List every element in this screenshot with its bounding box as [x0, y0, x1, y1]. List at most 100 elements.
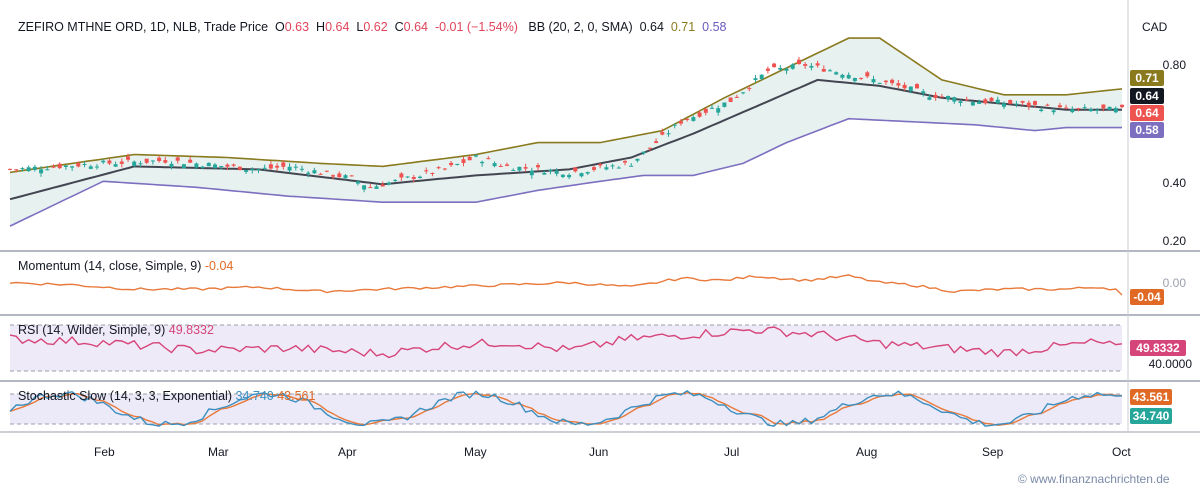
candle-body: [312, 170, 317, 174]
x-label-may: May: [464, 445, 487, 459]
candle-body: [175, 157, 180, 161]
candle-body: [616, 167, 621, 169]
candle-body: [573, 167, 578, 172]
candle-body: [436, 167, 441, 169]
candle-body: [430, 173, 435, 174]
candle-body: [113, 164, 118, 167]
candle-body: [39, 169, 44, 174]
candle-body: [256, 169, 261, 171]
x-label-sep: Sep: [982, 445, 1004, 459]
candle-body: [169, 163, 174, 167]
candle-body: [660, 131, 665, 135]
candle-body: [1002, 103, 1006, 107]
rsi-axis-label: 40.0000: [1148, 357, 1192, 371]
candle-body: [1082, 107, 1087, 109]
candle-body: [1020, 101, 1025, 103]
candle-body: [710, 107, 714, 109]
change-value: -0.01 (−1.54%): [434, 20, 518, 34]
candle-body: [983, 99, 988, 104]
candle-body: [554, 170, 559, 174]
stoch-d-value: 43.561: [277, 389, 316, 403]
x-label-mar: Mar: [208, 445, 229, 459]
candle-body: [1051, 110, 1056, 113]
momentum-legend: Momentum (14, close, Simple, 9) -0.04: [18, 259, 233, 273]
candle-body: [355, 181, 360, 184]
candle-body: [231, 164, 236, 166]
candle-body: [324, 170, 329, 172]
candle-body: [275, 165, 280, 168]
rsi-value: 49.8332: [168, 323, 214, 337]
candle-body: [797, 59, 801, 64]
candle-body: [1014, 103, 1019, 105]
candle-body: [442, 168, 447, 170]
bb-upper-value: 0.71: [670, 20, 696, 34]
candle-body: [877, 82, 882, 84]
y-tick-080: 0.80: [1162, 58, 1186, 72]
candle-body: [697, 112, 702, 117]
candle-body: [343, 175, 348, 179]
bb-lower-tag: 0.58: [1130, 122, 1164, 138]
candle-body: [890, 79, 895, 84]
candle-body: [107, 160, 112, 164]
candle-body: [1008, 100, 1013, 104]
stoch-k-tag: 34.740: [1130, 408, 1172, 424]
candle-body: [380, 184, 385, 187]
candle-body: [902, 84, 907, 89]
bb-upper-tag: 0.71: [1130, 70, 1164, 86]
candle-body: [45, 169, 50, 171]
stoch-legend: Stochastic Slow (14, 3, 3, Exponential) …: [18, 389, 315, 403]
candle-body: [604, 167, 609, 170]
bollinger-upper-line: [9, 37, 1123, 174]
candle-body: [88, 166, 93, 169]
candle-body: [654, 141, 659, 143]
x-label-apr: Apr: [338, 445, 357, 459]
momentum-tag: -0.04: [1130, 289, 1164, 305]
candle-body: [598, 164, 603, 166]
candle-body: [349, 175, 354, 177]
candle-body: [206, 162, 211, 167]
rsi-legend: RSI (14, Wilder, Simple, 9) 49.8332: [18, 323, 214, 337]
candle-body: [1120, 104, 1124, 108]
candle-body: [138, 163, 143, 165]
candle-body: [821, 69, 826, 72]
candle-body: [703, 108, 708, 113]
candle-body: [883, 80, 888, 83]
candle-body: [132, 161, 137, 166]
candle-body: [26, 167, 31, 172]
high-value: 0.64: [325, 20, 350, 34]
stoch-k-line: [9, 389, 1123, 427]
candle-body: [188, 159, 193, 163]
price-tag-black: 0.64: [1130, 88, 1164, 104]
stoch-d-tag: 43.561: [1130, 389, 1172, 405]
candle-body: [449, 162, 454, 166]
candle-body: [1057, 105, 1062, 108]
bb-label: BB (20, 2, 0, SMA): [528, 20, 633, 34]
open-label: O: [275, 20, 285, 34]
candle-body: [834, 72, 839, 75]
candle-body: [685, 118, 690, 120]
candle-body: [244, 170, 249, 172]
candle-body: [157, 157, 162, 161]
candle-body: [523, 167, 528, 169]
candle-body: [753, 78, 758, 80]
candle-body: [1033, 101, 1037, 105]
candle-body: [828, 70, 832, 72]
candle-body: [1076, 108, 1081, 110]
candle-body: [716, 108, 721, 113]
candle-body: [213, 164, 217, 169]
candle-body: [181, 164, 186, 169]
candle-body: [567, 175, 572, 178]
candle-body: [548, 169, 553, 171]
candle-body: [424, 170, 429, 172]
close-value: 0.64: [403, 20, 428, 34]
candle-body: [560, 174, 565, 177]
close-label: C: [394, 20, 404, 34]
candle-body: [635, 158, 640, 161]
candle-body: [337, 173, 342, 178]
candle-body: [455, 164, 460, 165]
candle-body: [480, 161, 485, 164]
candle-body: [467, 156, 472, 161]
low-label: L: [356, 20, 364, 34]
x-label-oct: Oct: [1112, 445, 1131, 459]
